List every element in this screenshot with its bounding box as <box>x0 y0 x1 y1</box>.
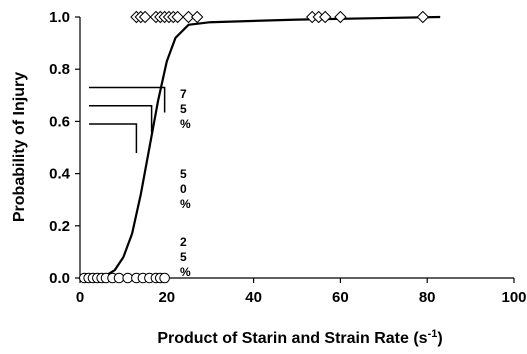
y-tick-label: 0.0 <box>49 270 70 287</box>
annotation-label-50-percent: 0 <box>180 182 187 196</box>
no-injury-point-circle <box>159 272 170 284</box>
no-injury-point-circle <box>113 272 125 284</box>
y-ticks: 0.0 0.2 0.4 0.6 0.8 1.0 <box>49 9 80 287</box>
injury-point-diamond <box>416 10 430 24</box>
annotation-label-50-percent: 5 <box>180 167 187 181</box>
annotation-label-75-percent: 7 <box>180 87 187 101</box>
no-injury-point-circle <box>122 272 134 284</box>
injury-point-diamond <box>190 10 204 24</box>
annotation-bracket-50-percent <box>89 104 153 133</box>
y-tick-label: 0.4 <box>49 166 71 183</box>
annotation-label-25-percent: 5 <box>180 250 187 264</box>
annotation-brackets <box>89 86 166 154</box>
annotation-label-25-percent: % <box>180 265 191 279</box>
y-tick-label: 0.2 <box>49 218 70 235</box>
annotation-label-50-percent: % <box>180 197 191 211</box>
injury-point-diamond <box>334 10 347 24</box>
plot-area: 0 20 40 60 80 100 0.00.20.40.60.81.0 75%50%25… <box>49 9 526 306</box>
annotation-label-75-percent: % <box>180 117 191 131</box>
injury-point-diamond <box>171 10 184 24</box>
y-tick-label: 0.8 <box>49 61 70 78</box>
annotation-bracket-25-percent <box>89 123 138 154</box>
injury-point-diamond <box>138 10 152 24</box>
annotation-bracket-75-percent <box>89 86 166 113</box>
y-axis-title: Probability of Injury <box>11 72 28 222</box>
injury-point-diamond <box>319 10 332 24</box>
x-ticks: 0 20 40 60 80 100 <box>76 278 527 306</box>
x-tick-label: 100 <box>501 289 526 306</box>
x-tick-label: 20 <box>158 289 175 306</box>
y-tick-label: 0.6 <box>49 113 70 130</box>
x-tick-label: 60 <box>332 289 349 306</box>
x-tick-label: 40 <box>245 289 262 306</box>
annotation-label-75-percent: 5 <box>180 102 187 116</box>
y-tick-label: 1.0 <box>49 9 70 26</box>
x-tick-label: 80 <box>419 289 436 306</box>
annotation-labels: 75%50%25% <box>180 87 191 279</box>
series-markers <box>79 10 430 284</box>
injury-point-diamond <box>182 10 195 24</box>
fit-curve <box>79 15 441 280</box>
x-axis-title: Product of Starin and Strain Rate (s-1) <box>157 328 442 347</box>
x-tick-label: 0 <box>76 289 84 306</box>
annotation-label-25-percent: 2 <box>180 235 187 249</box>
